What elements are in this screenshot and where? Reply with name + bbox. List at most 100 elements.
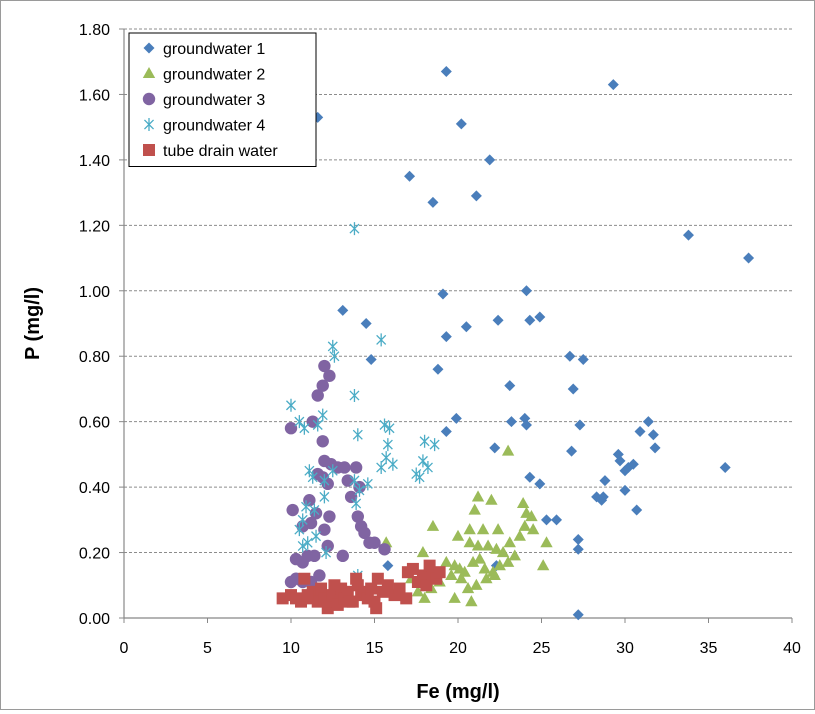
data-point xyxy=(370,602,383,615)
x-axis-title: Fe (mg/l) xyxy=(416,681,499,703)
series-groundwater-3 xyxy=(284,359,391,589)
data-point xyxy=(468,503,481,515)
y-tick-label: 0.20 xyxy=(79,546,110,563)
y-tick-label: 1.20 xyxy=(79,218,110,235)
data-point xyxy=(463,523,476,535)
legend: groundwater 1 groundwater 2 groundwater 3 g… xyxy=(128,32,317,167)
legend-marker xyxy=(143,42,155,54)
data-point xyxy=(504,380,516,392)
data-point xyxy=(473,552,486,564)
data-point xyxy=(327,464,338,478)
data-point xyxy=(362,477,373,491)
data-point xyxy=(619,484,631,496)
data-point xyxy=(414,470,425,484)
data-point xyxy=(299,421,310,435)
data-point xyxy=(341,585,354,598)
data-point xyxy=(328,579,341,592)
data-point xyxy=(520,285,532,297)
x-tick-label: 15 xyxy=(366,640,384,657)
data-point xyxy=(564,350,576,362)
data-point xyxy=(440,555,453,567)
data-point xyxy=(298,572,311,585)
data-point xyxy=(540,536,553,548)
data-point xyxy=(516,496,530,509)
data-point xyxy=(470,578,483,590)
legend-marker xyxy=(143,118,155,131)
data-point xyxy=(420,579,433,592)
data-point xyxy=(341,474,354,487)
y-tick-label: 0.40 xyxy=(79,480,110,497)
data-point xyxy=(433,566,446,579)
data-point xyxy=(491,523,505,535)
y-axis-title: P (mg/l) xyxy=(22,287,44,360)
data-point xyxy=(371,572,384,585)
data-point xyxy=(376,460,387,474)
data-point xyxy=(302,536,313,550)
data-point xyxy=(493,559,506,571)
series-groundwater-2 xyxy=(380,444,553,607)
data-point xyxy=(485,493,498,505)
data-point xyxy=(393,582,406,595)
y-tick-label: 1.60 xyxy=(79,87,110,104)
data-point xyxy=(351,496,362,510)
legend-label: groundwater 4 xyxy=(163,118,265,135)
data-point xyxy=(301,589,314,602)
data-point xyxy=(406,562,419,575)
legend-marker xyxy=(142,67,156,79)
data-point xyxy=(352,428,363,442)
data-point xyxy=(627,458,639,470)
legend-label: groundwater 2 xyxy=(163,67,265,84)
data-point xyxy=(484,154,496,166)
x-tick-label: 10 xyxy=(282,640,300,657)
data-point xyxy=(480,572,493,584)
data-point xyxy=(285,398,297,412)
data-point xyxy=(607,79,619,91)
data-point xyxy=(649,442,661,454)
data-point xyxy=(416,546,430,558)
data-point xyxy=(465,595,478,607)
data-point xyxy=(470,190,482,202)
data-point xyxy=(534,478,546,490)
y-tick-label: 1.40 xyxy=(79,153,110,170)
data-point xyxy=(599,475,611,487)
data-point xyxy=(365,353,377,365)
series-tube-drain-water xyxy=(276,559,446,615)
data-point xyxy=(309,503,320,517)
x-tick-label: 20 xyxy=(449,640,467,657)
data-point xyxy=(379,418,390,432)
data-point xyxy=(634,425,646,437)
data-point xyxy=(419,434,430,448)
data-point xyxy=(297,539,308,553)
data-point xyxy=(455,572,468,584)
data-point xyxy=(344,490,358,504)
data-point xyxy=(337,304,349,316)
data-point xyxy=(329,349,340,363)
data-point xyxy=(614,455,626,467)
data-point xyxy=(743,252,755,264)
data-point xyxy=(400,592,413,605)
data-point xyxy=(461,582,475,594)
y-tick-label: 0.80 xyxy=(79,349,110,366)
data-point xyxy=(451,529,465,541)
data-point xyxy=(338,461,351,474)
legend-label: tube drain water xyxy=(163,143,278,160)
tick-labels: 0.00 0.20 0.40 0.60 0.80 1.00 1.20 1.40 1.60 1.80… xyxy=(79,22,801,657)
data-point xyxy=(365,582,378,595)
data-point xyxy=(445,568,458,581)
data-point xyxy=(321,539,334,553)
data-point xyxy=(574,419,586,431)
data-point xyxy=(411,585,425,597)
data-point xyxy=(488,568,501,581)
axes xyxy=(119,28,793,623)
data-point xyxy=(489,442,501,454)
data-point xyxy=(313,569,326,582)
data-point xyxy=(308,549,321,563)
y-tick-label: 0.60 xyxy=(79,415,110,432)
data-point xyxy=(312,418,323,432)
data-point xyxy=(427,196,439,208)
data-point xyxy=(417,454,428,468)
data-point xyxy=(387,457,398,471)
data-point xyxy=(318,359,331,373)
